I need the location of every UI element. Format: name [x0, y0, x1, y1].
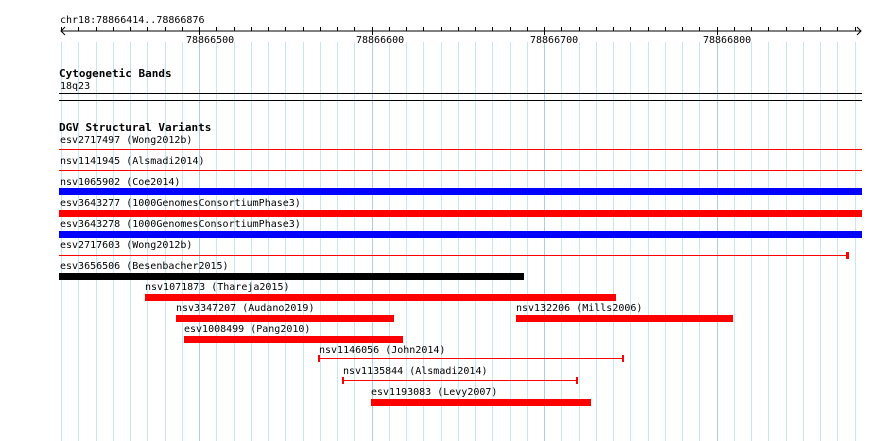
variant-bar[interactable]	[371, 399, 591, 406]
variant-bar[interactable]	[184, 336, 403, 343]
feature-label[interactable]: esv1193083 (Levy2007)	[371, 387, 498, 398]
variant-bar[interactable]	[59, 188, 862, 195]
variant-start-cap	[318, 355, 320, 362]
variant-bar[interactable]	[59, 255, 847, 256]
ruler-tick-label: 78866500	[186, 35, 235, 46]
feature-label[interactable]: nsv3347207 (Audano2019)	[176, 303, 315, 314]
feature-label[interactable]: nsv1146056 (John2014)	[319, 345, 446, 356]
variant-bar[interactable]	[59, 273, 524, 280]
ruler-tick-label: 78866800	[703, 35, 752, 46]
ruler-tick-label: 78866700	[530, 35, 579, 46]
feature-label[interactable]: nsv1141945 (Alsmadi2014)	[60, 156, 205, 167]
variant-bar[interactable]	[145, 294, 616, 301]
variant-bar[interactable]	[343, 380, 578, 381]
ruler-right-arrow-icon	[856, 26, 862, 36]
ruler-location: chr18:78866414..78866876	[60, 15, 205, 26]
feature-label[interactable]: nsv1071873 (Thareja2015)	[145, 282, 290, 293]
variant-bar[interactable]	[516, 315, 733, 322]
cytoband-label[interactable]: 18q23	[60, 81, 91, 92]
ruler-scale	[60, 26, 862, 36]
variant-end-cap	[846, 252, 849, 259]
cytoband-line[interactable]	[59, 93, 862, 94]
feature-label[interactable]: nsv132206 (Mills2006)	[516, 303, 643, 314]
variant-bar[interactable]	[176, 315, 394, 322]
variant-bar[interactable]	[59, 210, 862, 217]
variant-bar[interactable]	[59, 170, 862, 171]
cytoband-line-bottom	[59, 100, 862, 101]
feature-label[interactable]: esv1008499 (Pang2010)	[184, 324, 311, 335]
variant-start-cap	[342, 377, 344, 384]
feature-label[interactable]: esv3656506 (Besenbacher2015)	[60, 261, 229, 272]
dgv-track-title: DGV Structural Variants	[59, 121, 212, 134]
feature-label[interactable]: esv3643278 (1000GenomesConsortiumPhase3)	[60, 219, 301, 230]
variant-end-cap	[622, 355, 624, 362]
feature-label[interactable]: esv3643277 (1000GenomesConsortiumPhase3)	[60, 198, 301, 209]
feature-label[interactable]: nsv1065902 (Coe2014)	[60, 177, 181, 188]
variant-bar[interactable]	[59, 149, 862, 150]
variant-bar[interactable]	[319, 358, 624, 359]
ruler-tick-label: 78866600	[356, 35, 405, 46]
variant-bar[interactable]	[59, 231, 862, 238]
feature-label[interactable]: nsv1135844 (Alsmadi2014)	[343, 366, 488, 377]
feature-label[interactable]: esv2717603 (Wong2012b)	[60, 240, 193, 251]
feature-label[interactable]: esv2717497 (Wong2012b)	[60, 135, 193, 146]
variant-end-cap	[576, 377, 578, 384]
cytogenetic-track-title: Cytogenetic Bands	[59, 67, 172, 80]
